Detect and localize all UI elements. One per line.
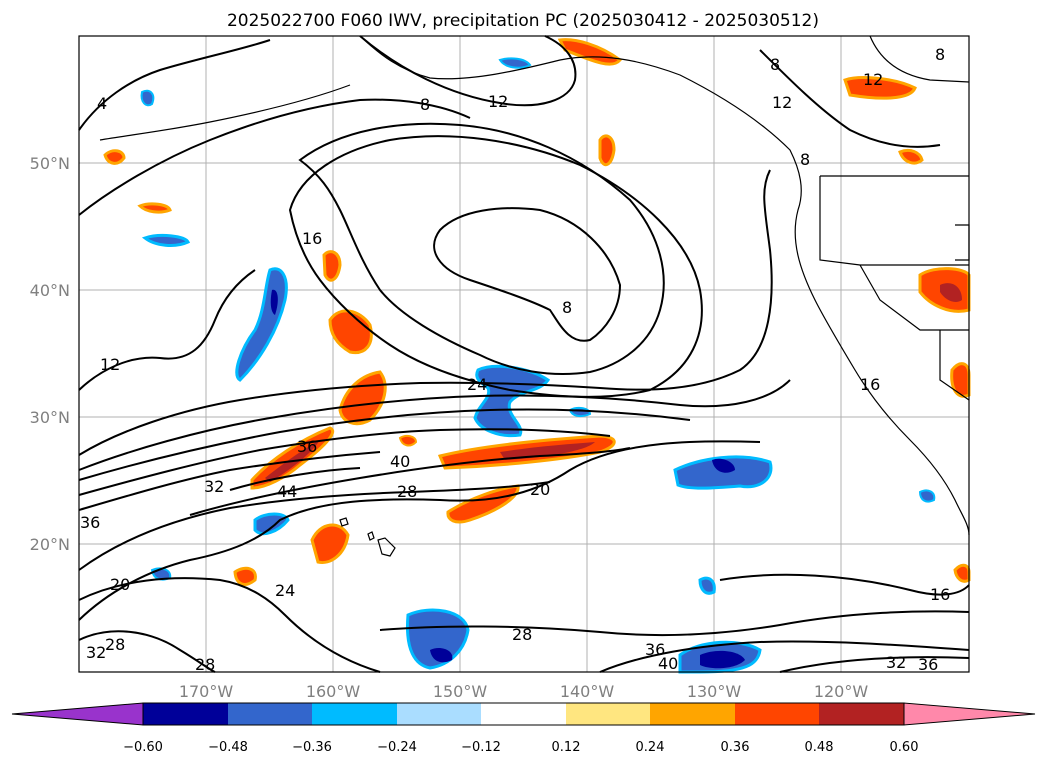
colorbar-tick: 0.12 — [552, 740, 581, 755]
contour-labels: 4 8 12 12 16 12 8 8 24 32 36 40 44 28 20… — [80, 45, 950, 674]
coastlines — [99, 35, 970, 557]
contour-28 — [78, 408, 691, 481]
contour-8-cutoff — [433, 207, 622, 342]
colorbar-tick: 0.24 — [636, 740, 665, 755]
colorbar-tick: 0.60 — [890, 740, 919, 755]
contour-44 — [229, 467, 361, 491]
contour-24-south — [78, 577, 381, 673]
contour-12-loop — [298, 122, 665, 375]
contour-40 — [189, 447, 631, 516]
colorbar-tick: −0.36 — [292, 740, 332, 755]
colorbar-segment — [228, 703, 312, 725]
contour-36 — [78, 451, 381, 511]
lat-label: 30°N — [30, 408, 70, 427]
contour-label: 16 — [930, 585, 950, 604]
contour-label: 8 — [935, 45, 945, 64]
colorbar-tick: 0.36 — [721, 740, 750, 755]
contour-label: 8 — [800, 150, 810, 169]
contour-label: 8 — [562, 298, 572, 317]
colorbar-segment — [143, 703, 228, 725]
map-panel: 4 8 12 12 16 12 8 8 24 32 36 40 44 28 20… — [78, 35, 971, 674]
lon-label: 160°W — [306, 682, 361, 701]
contour-label: 28 — [512, 625, 532, 644]
lat-label: 40°N — [30, 281, 70, 300]
colorbar-tick: −0.60 — [123, 740, 163, 755]
latitude-labels: 50°N 40°N 30°N 20°N — [30, 154, 70, 554]
contour-28-bottom — [78, 630, 216, 673]
colorbar-segment — [735, 703, 819, 725]
contour-label: 24 — [467, 375, 487, 394]
contour-label: 32 — [86, 643, 106, 662]
contour-8-east — [759, 49, 941, 148]
contour-32-bottom — [779, 656, 970, 673]
lon-label: 150°W — [433, 682, 488, 701]
contour-label: 40 — [658, 654, 678, 673]
contour-label: 8 — [770, 55, 780, 74]
contour-16-east — [719, 573, 970, 596]
colorbar-extend-left — [11, 702, 144, 726]
colorbar-segment — [819, 703, 904, 725]
contour-label: 36 — [80, 513, 100, 532]
colorbar-extend-right — [903, 702, 1036, 726]
contour-label: 12 — [488, 92, 508, 111]
contour-label: 44 — [277, 482, 297, 501]
contour-label: 20 — [110, 575, 130, 594]
colorbar-tick: −0.12 — [461, 740, 501, 755]
contour-12-north — [359, 35, 577, 107]
contour-16-loop — [288, 135, 703, 398]
contour-24 — [78, 379, 791, 471]
colorbar-frame — [142, 702, 905, 726]
lon-label: 170°W — [179, 682, 234, 701]
contour-label: 28 — [105, 635, 125, 654]
contour-label: 12 — [863, 70, 883, 89]
contour-label: 32 — [886, 653, 906, 672]
colorbar-segment — [312, 703, 397, 725]
contour-label: 12 — [100, 355, 120, 374]
gridlines — [79, 36, 969, 672]
contour-label: 12 — [772, 93, 792, 112]
contour-12-west — [78, 269, 256, 391]
colorbar-segment — [566, 703, 650, 725]
contour-4 — [78, 39, 271, 131]
contour-label: 20 — [530, 480, 550, 499]
map-frame — [78, 35, 970, 673]
figure-title: 2025022700 F060 IWV, precipitation PC (2… — [227, 11, 819, 31]
contour-label: 28 — [397, 482, 417, 501]
contour-20-south — [78, 440, 761, 621]
contour-28-mid — [379, 610, 970, 637]
precip-negative-areas — [140, 57, 936, 674]
contour-28-south — [78, 481, 551, 571]
lon-label: 120°W — [814, 682, 869, 701]
contour-label: 16 — [860, 375, 880, 394]
colorbar-segment — [481, 703, 566, 725]
contour-label: 36 — [918, 655, 938, 674]
contour-32 — [78, 428, 611, 496]
contour-36-bottom — [599, 640, 970, 673]
contour-8-north — [78, 98, 471, 216]
lon-label: 140°W — [560, 682, 615, 701]
contour-label: 36 — [645, 640, 665, 659]
contour-label: 4 — [97, 94, 107, 113]
colorbar-tick: −0.48 — [208, 740, 248, 755]
contour-20 — [78, 169, 773, 456]
colorbar-segment — [650, 703, 735, 725]
lon-label: 130°W — [687, 682, 742, 701]
lat-label: 20°N — [30, 535, 70, 554]
colorbar-segment — [397, 703, 481, 725]
lat-label: 50°N — [30, 154, 70, 173]
contour-label: 28 — [195, 655, 215, 674]
colorbar: −0.60 −0.48 −0.36 −0.24 −0.12 0.12 0.24 … — [11, 702, 1036, 755]
contour-label: 40 — [390, 452, 410, 471]
iwv-contours — [78, 35, 970, 673]
contour-label: 36 — [297, 437, 317, 456]
colorbar-tick: 0.48 — [805, 740, 834, 755]
colorbar-tick: −0.24 — [377, 740, 417, 755]
contour-label: 24 — [275, 581, 295, 600]
map-background — [79, 36, 969, 672]
longitude-labels: 170°W 160°W 150°W 140°W 130°W 120°W — [179, 682, 869, 701]
contour-label: 32 — [204, 477, 224, 496]
contour-label: 8 — [420, 95, 430, 114]
contour-label: 16 — [302, 229, 322, 248]
